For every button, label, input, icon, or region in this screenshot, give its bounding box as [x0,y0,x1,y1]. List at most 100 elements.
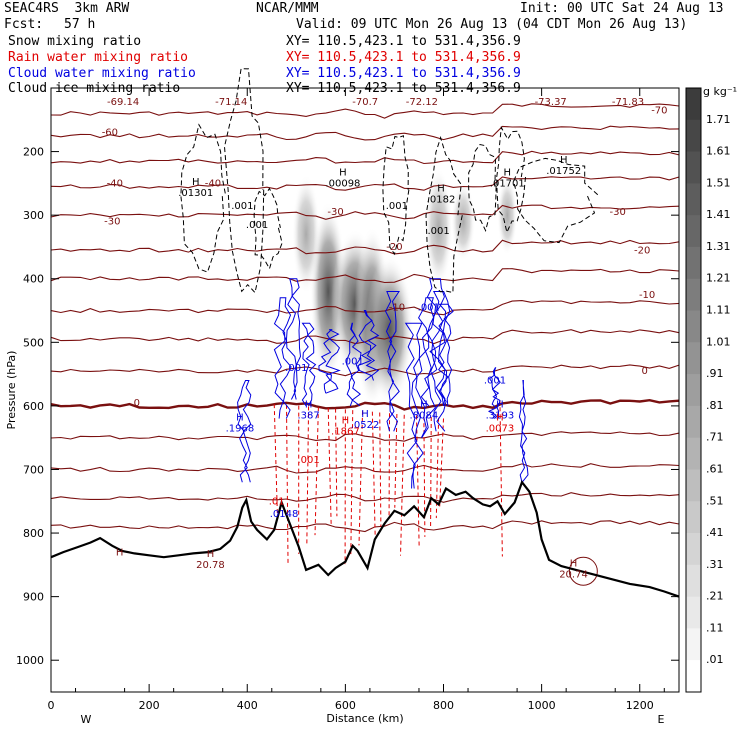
colorbar-label-11: .61 [706,462,724,475]
cloud-ice-contour-2 [253,187,283,270]
y-tick-label-2: 400 [23,273,44,286]
colorbar-cell-6 [686,278,701,312]
colorbar: 1.71 1.61 1.51 1.41 1.31 1.21 1.11 1.01 .91 .81 .7… [685,85,737,693]
cloud-ice-contour-6 [496,125,526,234]
rain-contour-18 [435,417,440,519]
cloud-ice-contour-layer [180,68,600,294]
ice-max-label-1: .00098 [325,179,360,190]
isotherm-label-6: -30 [610,207,626,218]
x-tick-label-3: 600 [335,699,356,712]
colorbar-cell-9 [686,374,701,407]
isotherm-label-9: -10 [389,303,405,314]
ice-max-marker-2: H [437,183,445,194]
rain-contour-layer [273,400,598,586]
cloudwater-label-1: .001 [342,357,364,368]
snow-patch-0 [292,174,321,295]
isotherm-2 [50,150,680,165]
top-annotation-5: -71.83 [612,97,644,108]
isotherm-12 [50,463,680,474]
ice-label-2: .001 [386,201,408,212]
plot-frame-layer: 200 300 400 500 600 700 800 900 1000 0 200 400 600 80… [5,87,680,726]
cloud-water-contour-1 [273,297,292,419]
colorbar-cell-last [686,660,701,692]
snow-patch-3 [497,175,518,256]
cloudwater-max-label-3: .8084 [410,411,439,422]
surface-temp-marker-2: H [570,559,578,570]
y-tick-label-4: 600 [23,400,44,413]
y-tick-label-5: 700 [23,463,44,476]
x-tick-label-2: 400 [237,699,258,712]
colorbar-cell-16 [686,596,701,629]
isotherm-11 [50,431,680,442]
colorbar-label-10: .71 [706,431,724,444]
west-label: W [81,713,92,726]
cloud-water-contour-9 [413,297,436,438]
field-name-cloudwater: Cloud water mixing ratio [8,66,196,81]
model-label: SEAC4RS 3km ARW [4,1,130,16]
ice-max-marker-0: H [192,177,200,188]
colorbar-label-4: 1.31 [706,240,731,253]
temperature-contour-layer [50,103,680,533]
top-annotation-1: -71.14 [215,97,247,108]
colorbar-label-14: .31 [706,558,724,571]
rain-contour-1 [286,404,289,564]
cloud-ice-contour-4 [425,135,463,294]
init-label: Init: 00 UTC Sat 24 Aug 13 [520,1,724,16]
colorbar-label-2: 1.51 [706,176,731,189]
isotherm-6 [50,268,680,284]
valid-label: Valid: 09 UTC Mon 26 Aug 13 (04 CDT Mon … [296,17,688,32]
rain-max-marker-1: H [496,412,504,423]
cloud-water-contour-10 [420,278,446,407]
rain-max-label-0: .1867 [331,427,360,438]
cloud-water-contour-6 [357,310,380,381]
cloud-water-contour-5 [346,322,362,407]
snow-shading-layer [292,167,518,407]
cloudwater-max-marker-3: H [420,400,428,411]
isotherm-3 [50,176,680,191]
rain-contour-9 [358,410,364,546]
snow-core-3 [365,254,414,405]
colorbar-cell-4 [686,215,701,248]
y-tick-label-1: 300 [23,209,44,222]
colorbar-cell-1 [686,119,701,153]
ice-max-label-0: .01301 [178,188,213,199]
cloud-water-contour-8 [404,322,424,489]
colorbar-label-12: .51 [706,494,724,507]
surface-temp-label-0: H [116,547,124,558]
field-xy-rain: XY= 110.5,423.1 to 531.4,356.9 [286,50,521,65]
field-name-snow: Snow mixing ratio [8,34,142,49]
terrain-line [50,479,680,598]
isotherm-label-10: -10 [639,290,655,301]
colorbar-label-17: .01 [706,653,724,666]
colorbar-label-16: .11 [706,621,724,634]
cloudwater-max-label-1: .387 [297,411,319,422]
cloud-water-contour-13 [487,367,501,419]
isotherm-label-3: -40 [205,179,221,190]
rain-contour-3 [306,406,310,545]
cloud-water-contour-7 [385,291,400,432]
fcst-value: 57 h [64,17,96,32]
x-tick-label-0: 0 [48,699,55,712]
cloudwater-max-marker-1: H [305,400,313,411]
top-annotation-3: -72.12 [406,97,438,108]
ice-label-1: .001 [246,220,268,231]
colorbar-label-0: 1.71 [706,113,731,126]
colorbar-label-7: 1.01 [706,335,731,348]
x-tick-label-4: 800 [433,699,454,712]
cloud-ice-contour-7 [513,157,600,244]
rain-contour-4 [314,407,319,536]
isotherm-label-0: -70 [651,105,667,116]
cloudwater-label-3: .001 [484,376,506,387]
east-label: E [658,713,665,726]
colorbar-label-6: 1.11 [706,304,731,317]
cloud-water-contour-14 [518,380,529,483]
rain-contour-17 [430,417,432,528]
y-axis-label: Pressure (hPa) [5,351,18,430]
rain-max-label-1: .0073 [486,423,515,434]
colorbar-cell-15 [686,564,701,598]
rain-label-1: .01 [269,496,285,507]
cloud-water-contour-11 [430,291,451,432]
cloud-water-contour-4 [318,329,341,394]
contour-labels-layer: -70-60-40 -40-30-30 -30-20 -20-10-1000H.013… [102,97,668,581]
